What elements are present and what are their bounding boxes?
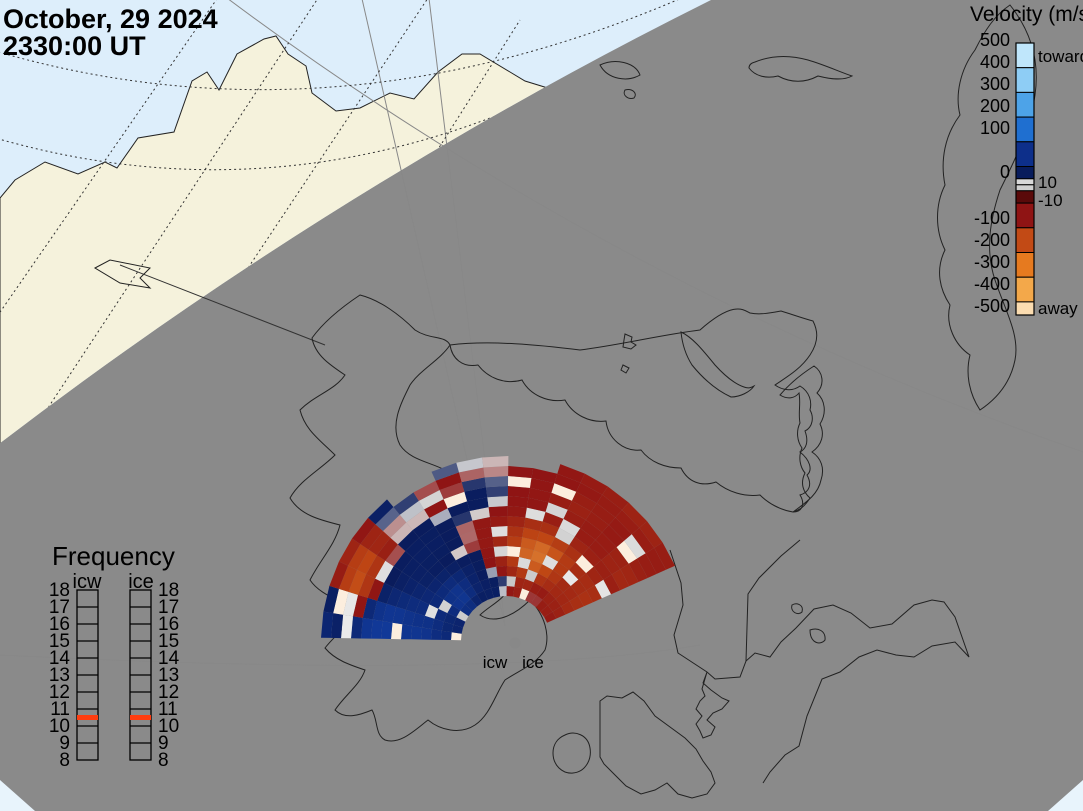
svg-text:0: 0 — [1000, 162, 1010, 182]
svg-text:Frequency: Frequency — [52, 541, 175, 571]
svg-text:-500: -500 — [974, 296, 1010, 316]
svg-text:icw: icw — [483, 653, 508, 672]
svg-text:8: 8 — [59, 750, 70, 771]
svg-text:ice: ice — [522, 653, 544, 672]
svg-text:-100: -100 — [974, 208, 1010, 228]
svg-text:500: 500 — [980, 30, 1010, 50]
svg-text:-400: -400 — [974, 274, 1010, 294]
svg-text:away: away — [1038, 299, 1078, 318]
svg-text:100: 100 — [980, 118, 1010, 138]
svg-text:-10: -10 — [1038, 191, 1063, 210]
svg-text:-200: -200 — [974, 230, 1010, 250]
svg-text:toward: toward — [1038, 47, 1083, 66]
svg-text:200: 200 — [980, 96, 1010, 116]
svg-text:October, 29 2024: October, 29 2024 — [3, 4, 218, 34]
svg-text:400: 400 — [980, 52, 1010, 72]
svg-text:2330:00 UT: 2330:00 UT — [3, 31, 146, 61]
svg-text:10: 10 — [1038, 173, 1057, 192]
svg-text:300: 300 — [980, 74, 1010, 94]
svg-text:Velocity (m/s): Velocity (m/s) — [970, 3, 1083, 26]
svg-text:8: 8 — [158, 750, 169, 771]
svg-text:-300: -300 — [974, 252, 1010, 272]
